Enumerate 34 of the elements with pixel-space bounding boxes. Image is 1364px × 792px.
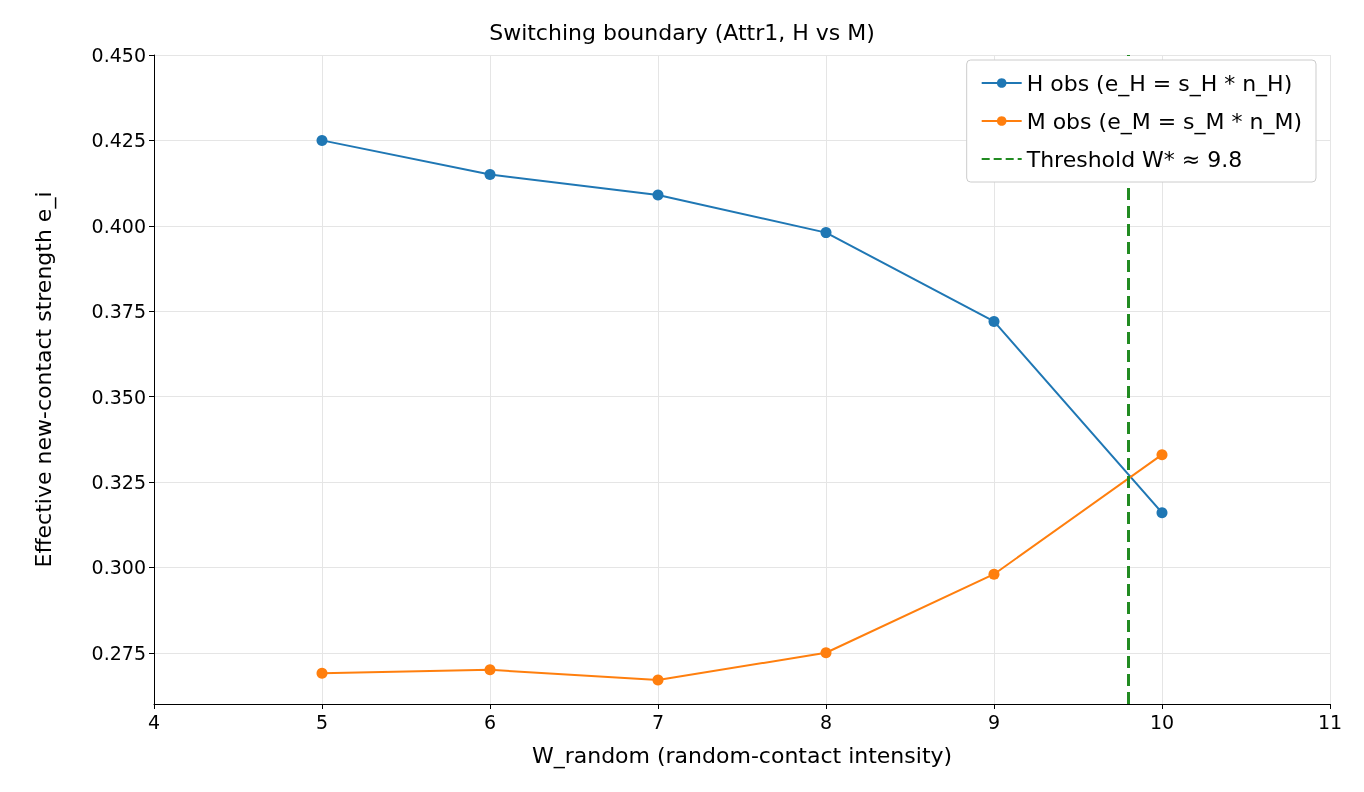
legend-label: M obs (e_M = s_M * n_M) <box>1026 108 1302 135</box>
y-tick-label: 0.325 <box>91 470 146 493</box>
x-tick-label: 5 <box>315 710 329 733</box>
x-tick-label: 11 <box>1317 710 1343 733</box>
y-tick-label: 0.450 <box>91 44 146 66</box>
y-axis-title: Effective new-contact strength e_i <box>30 191 57 568</box>
point <box>1156 449 1168 461</box>
point <box>820 227 832 239</box>
point <box>316 667 328 679</box>
point <box>988 568 1000 580</box>
x-tick-label: 6 <box>483 710 497 733</box>
y-tick-label: 0.425 <box>91 129 146 152</box>
x-tick-label: 9 <box>987 710 1001 733</box>
legend-label: H obs (e_H = s_H * n_H) <box>1026 70 1293 97</box>
ref-line-label: Threshold W* ≈ 9.8 <box>1025 146 1243 172</box>
point <box>988 315 1000 327</box>
x-tick-label: 10 <box>1149 710 1175 733</box>
chart-title: Switching boundary (Attr1, H vs M) <box>489 19 875 45</box>
point <box>652 674 664 686</box>
y-tick-label: 0.375 <box>91 300 146 323</box>
x-tick-label: 7 <box>651 710 665 733</box>
point <box>484 169 496 181</box>
point <box>820 647 832 659</box>
y-tick-label: 0.350 <box>91 385 146 408</box>
point <box>1156 507 1168 519</box>
point <box>316 134 328 146</box>
y-tick-label: 0.275 <box>91 641 146 664</box>
point <box>484 664 496 676</box>
y-tick-label: 0.400 <box>91 214 146 237</box>
x-tick-label: 8 <box>819 710 833 733</box>
x-axis-title: W_random (random-contact intensity) <box>531 742 953 769</box>
point <box>652 189 664 201</box>
y-tick-label: 0.300 <box>91 556 146 579</box>
x-tick-label: 4 <box>147 710 161 733</box>
